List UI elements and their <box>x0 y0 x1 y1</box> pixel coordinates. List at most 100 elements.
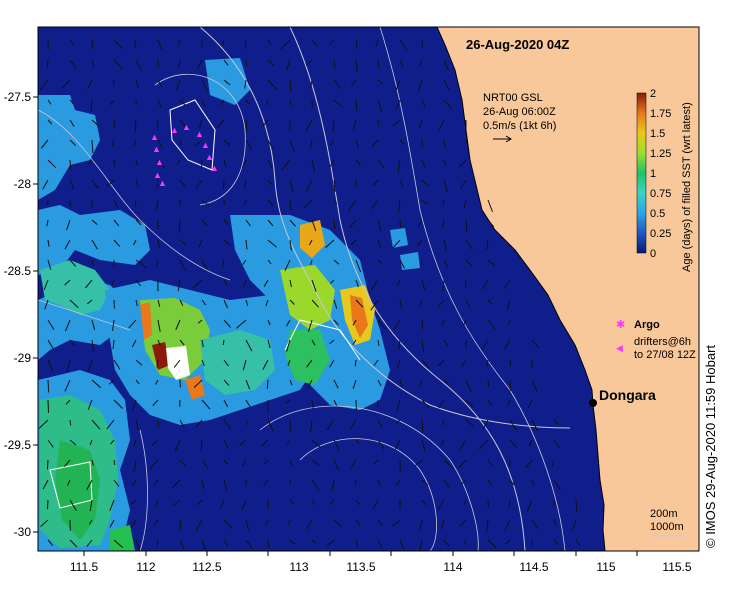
current-vector <box>245 239 248 250</box>
current-vector <box>487 459 493 466</box>
current-vector <box>267 39 272 45</box>
current-vector <box>235 319 247 329</box>
current-vector <box>377 219 382 231</box>
current-vector <box>242 259 247 265</box>
colorbar-tick: 1.5 <box>650 128 665 140</box>
current-vector <box>86 479 93 491</box>
current-vector <box>575 499 578 512</box>
current-vector <box>309 419 313 433</box>
current-vector <box>223 399 229 408</box>
current-vector <box>311 39 318 47</box>
current-vector <box>392 119 401 127</box>
current-vector <box>465 399 474 407</box>
current-vector <box>38 419 49 429</box>
current-vector <box>90 99 93 112</box>
current-vector <box>311 479 319 490</box>
current-vector <box>350 239 357 246</box>
current-vector <box>223 219 229 225</box>
current-vector <box>135 79 139 88</box>
current-vector <box>157 319 161 332</box>
current-vector <box>47 359 54 372</box>
current-vector <box>307 379 313 389</box>
current-vector <box>333 299 338 309</box>
current-vector <box>245 379 251 390</box>
current-vector <box>397 159 401 173</box>
current-vector <box>134 39 137 49</box>
current-vector <box>135 279 142 287</box>
current-vector <box>47 119 53 125</box>
current-vector <box>442 199 445 206</box>
current-vector <box>531 379 538 393</box>
current-vector <box>157 419 159 427</box>
current-vector <box>173 359 181 368</box>
current-vector <box>526 499 533 512</box>
current-vector <box>216 119 225 129</box>
current-vector <box>392 239 401 249</box>
current-vector <box>443 339 449 346</box>
current-vector <box>47 499 49 510</box>
current-vector <box>355 39 358 50</box>
current-vector <box>333 439 340 451</box>
current-vector <box>262 359 269 370</box>
y-tick-label: -28.5 <box>4 264 32 278</box>
current-vector <box>287 519 291 525</box>
sst-patch <box>38 95 100 200</box>
current-vector <box>458 459 467 469</box>
current-vector <box>377 439 385 450</box>
current-vector <box>152 399 159 407</box>
current-vector <box>135 179 139 188</box>
current-vector <box>509 479 515 486</box>
current-vector <box>267 159 274 170</box>
current-vector <box>113 199 119 209</box>
current-vector <box>47 99 52 105</box>
current-vector <box>151 439 159 446</box>
drifter-point: ▲ <box>195 129 204 139</box>
current-vector <box>348 199 357 211</box>
current-vector <box>243 179 247 188</box>
current-vector <box>393 319 401 330</box>
current-vector <box>267 239 277 248</box>
current-vector <box>355 519 361 526</box>
drifter-track: ▲ ▲ ▲ ▲ ▲ ▲ ▲ ▲ ▲ ▲ ▲ <box>150 122 219 188</box>
current-vector <box>509 359 512 367</box>
sst-patch <box>128 158 155 200</box>
vector-legend-line2: 26-Aug 06:00Z <box>483 106 556 118</box>
current-vector <box>135 259 147 269</box>
current-vector <box>112 339 115 350</box>
current-vector <box>245 119 248 133</box>
current-vector <box>69 59 77 70</box>
drifter-point: ▲ <box>201 140 210 150</box>
current-vector <box>460 479 467 486</box>
current-vector <box>460 359 467 368</box>
current-vector <box>135 219 142 226</box>
current-vector <box>135 299 138 307</box>
current-vector <box>465 379 472 392</box>
current-vector <box>289 499 295 505</box>
current-vector <box>377 479 382 487</box>
current-vector <box>245 399 251 407</box>
sst-patch <box>38 205 150 275</box>
current-vector <box>551 459 555 467</box>
current-vector <box>131 479 137 487</box>
current-vector <box>155 499 159 507</box>
current-vector <box>399 379 403 388</box>
current-vector <box>69 439 77 446</box>
current-vector <box>486 519 489 533</box>
argo-label: Argo <box>634 319 660 331</box>
current-vector <box>333 399 338 406</box>
current-vector <box>69 159 72 170</box>
current-vector <box>395 79 401 91</box>
current-vector <box>421 99 426 108</box>
current-vector <box>289 199 292 211</box>
current-vector <box>443 239 447 252</box>
current-vector <box>440 519 445 530</box>
current-vector <box>396 279 401 287</box>
current-vector <box>130 499 137 506</box>
current-vector <box>69 539 78 548</box>
current-vector <box>377 319 386 330</box>
drifter-symbol: ◀ <box>616 343 623 353</box>
y-tick-label: -28 <box>14 177 32 191</box>
current-vector <box>179 519 182 531</box>
current-vector <box>330 279 335 284</box>
current-vector <box>289 539 296 545</box>
